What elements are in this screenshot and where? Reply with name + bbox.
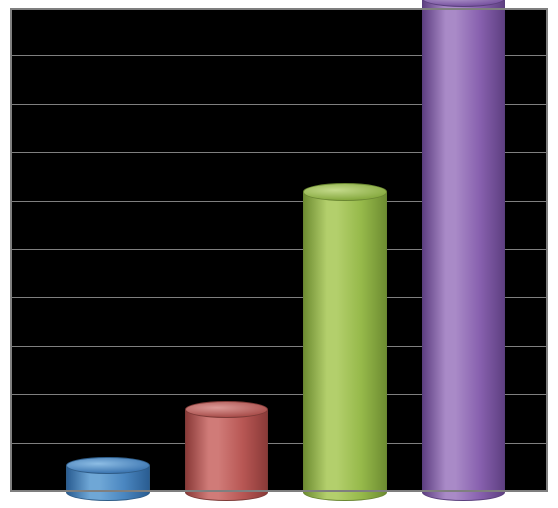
chart-plot-area xyxy=(10,8,548,492)
plot-frame xyxy=(10,8,548,492)
